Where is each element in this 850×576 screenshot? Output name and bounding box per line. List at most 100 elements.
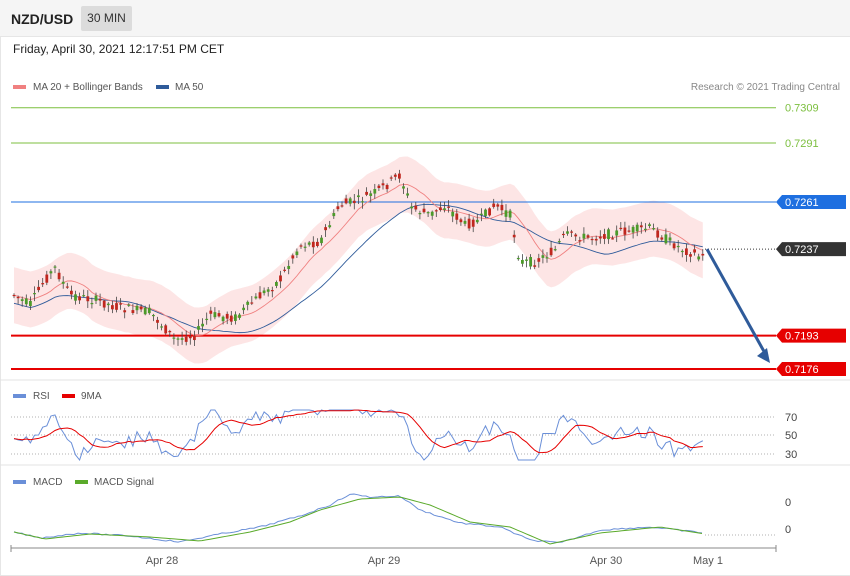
forecast-arrow-shaft <box>705 248 768 356</box>
candle <box>49 269 53 280</box>
candle <box>29 296 32 310</box>
candle <box>303 242 307 252</box>
candle <box>111 300 114 314</box>
candle <box>143 305 147 316</box>
candle <box>160 323 163 331</box>
candle <box>94 292 98 305</box>
candle <box>152 313 155 322</box>
candle <box>484 208 487 219</box>
candle <box>348 196 352 207</box>
candle <box>357 189 360 205</box>
candle <box>447 200 450 213</box>
legend-rsi: RSI <box>33 391 50 402</box>
candle <box>361 196 364 209</box>
candle <box>508 208 512 221</box>
candle <box>631 225 635 239</box>
candle <box>430 210 434 220</box>
candle <box>344 194 348 205</box>
candle <box>156 316 159 330</box>
candle <box>45 270 49 286</box>
candle <box>549 240 553 257</box>
level-label-0.7291: 0.7291 <box>785 138 819 150</box>
candle <box>217 310 221 318</box>
timeframe-button[interactable]: 30 MIN <box>81 6 132 31</box>
candle <box>184 330 188 346</box>
candle <box>176 336 180 346</box>
level-label-0.7237: 0.7237 <box>785 244 819 256</box>
bollinger-bands <box>14 156 703 364</box>
candle <box>193 330 196 347</box>
candle <box>246 300 250 311</box>
rsi-tick-50: 50 <box>785 430 797 442</box>
candle <box>586 233 590 240</box>
legend-ma50: MA 50 <box>175 82 204 93</box>
candle <box>672 241 676 251</box>
candle <box>115 296 118 313</box>
candle <box>459 217 463 226</box>
candle <box>467 213 471 231</box>
legend-ma20: MA 20 + Bollinger Bands <box>33 82 143 93</box>
candle <box>209 306 213 321</box>
candle <box>205 312 209 325</box>
candle <box>316 238 319 248</box>
candle <box>496 202 500 211</box>
candle <box>627 225 631 233</box>
candle <box>537 253 541 268</box>
x-tick-apr28: Apr 28 <box>146 555 178 567</box>
candle <box>410 202 414 215</box>
candle <box>279 270 282 289</box>
candle <box>402 183 405 194</box>
candle <box>521 254 524 267</box>
candle <box>90 297 94 309</box>
candle <box>443 201 446 213</box>
candle <box>266 286 270 297</box>
candle <box>86 290 90 309</box>
candle <box>57 268 61 282</box>
forecast-arrow-head <box>757 348 770 363</box>
copyright: Research © 2021 Trading Central <box>691 82 840 93</box>
candle <box>123 307 127 319</box>
candle <box>451 208 455 223</box>
level-label-0.7261: 0.7261 <box>785 197 819 209</box>
candle <box>439 201 442 212</box>
candle <box>229 311 233 326</box>
candle <box>648 222 651 229</box>
candle <box>180 331 184 345</box>
candle <box>533 259 537 270</box>
candle <box>488 207 491 217</box>
candle <box>250 296 254 306</box>
candle <box>582 227 586 243</box>
candle <box>119 298 122 310</box>
candle <box>307 240 311 247</box>
candle <box>377 183 381 191</box>
candle <box>131 304 135 315</box>
candle <box>225 311 229 325</box>
candle <box>635 222 639 237</box>
candle <box>168 329 172 337</box>
candle <box>340 201 344 208</box>
candle <box>664 228 668 245</box>
candle <box>623 221 627 241</box>
candle <box>254 293 258 300</box>
candle <box>660 235 664 242</box>
candle <box>328 220 332 229</box>
candle <box>106 302 110 313</box>
candle <box>164 323 168 335</box>
candle <box>24 294 28 307</box>
candle <box>529 254 532 270</box>
candle <box>463 216 467 227</box>
candle <box>78 292 81 304</box>
candle <box>213 307 217 320</box>
candle <box>365 187 368 197</box>
candle <box>139 304 143 313</box>
candle <box>590 236 594 245</box>
candle <box>258 286 262 300</box>
candle <box>147 304 151 315</box>
candle <box>406 187 409 199</box>
candle <box>41 277 45 288</box>
candle <box>693 244 696 256</box>
candle <box>389 175 393 182</box>
candle <box>291 253 295 264</box>
candle <box>545 252 549 263</box>
